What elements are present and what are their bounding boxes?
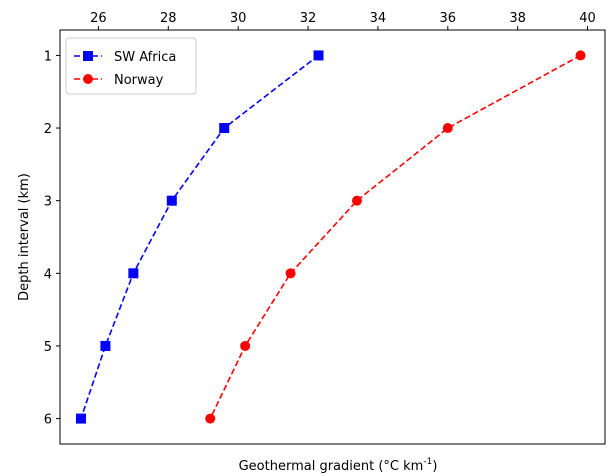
plot-area: [59, 29, 606, 445]
y-tick-label: 1: [44, 49, 52, 64]
data-point-sw-africa: [219, 123, 230, 134]
legend-label-sw-africa: SW Africa: [114, 50, 176, 65]
x-axis-label-main: Geothermal gradient (°C km: [239, 459, 424, 474]
x-tick-label: 32: [300, 11, 317, 26]
y-axis-label: Depth interval (km): [17, 173, 32, 301]
x-tick-label: 38: [509, 11, 526, 26]
data-point-sw-africa: [166, 195, 177, 206]
legend-marker-sw-africa: [83, 51, 93, 61]
x-tick-label: 36: [440, 11, 457, 26]
y-tick-label: 5: [44, 340, 52, 355]
data-point-norway: [575, 50, 586, 61]
x-axis-label-superscript: -1: [423, 457, 432, 467]
data-point-sw-africa: [75, 413, 86, 424]
data-point-sw-africa: [128, 268, 139, 279]
x-tick-label: 28: [160, 11, 177, 26]
x-axis-ticks: 26 28 30 32 34 36 38 40: [90, 11, 596, 30]
legend-label-norway: Norway: [114, 73, 164, 88]
x-tick-label: 40: [579, 11, 596, 26]
data-point-norway: [442, 123, 453, 134]
x-tick-label: 34: [370, 11, 387, 26]
series-line-norway: [209, 54, 581, 419]
data-point-sw-africa: [100, 340, 111, 351]
data-point-norway: [351, 195, 362, 206]
series-line-sw-africa: [80, 54, 320, 419]
y-tick-label: 2: [44, 122, 52, 137]
x-axis-label-close: ): [432, 459, 437, 474]
x-axis-label: Geothermal gradient (°C km-1): [239, 457, 438, 474]
x-tick-label: 26: [90, 11, 107, 26]
data-point-norway: [205, 413, 216, 424]
y-axis-ticks: 1 2 3 4 5 6: [44, 49, 60, 428]
y-tick-label: 4: [44, 267, 52, 282]
legend-box: [65, 37, 197, 95]
legend: SW Africa Norway: [65, 37, 197, 95]
data-point-sw-africa: [313, 50, 324, 61]
y-tick-label: 3: [44, 195, 52, 210]
y-tick-label: 6: [44, 413, 52, 428]
data-point-norway: [240, 340, 251, 351]
series-layer: [75, 50, 586, 424]
legend-marker-norway: [83, 74, 93, 84]
data-point-norway: [285, 268, 296, 279]
x-tick-label: 30: [230, 11, 247, 26]
